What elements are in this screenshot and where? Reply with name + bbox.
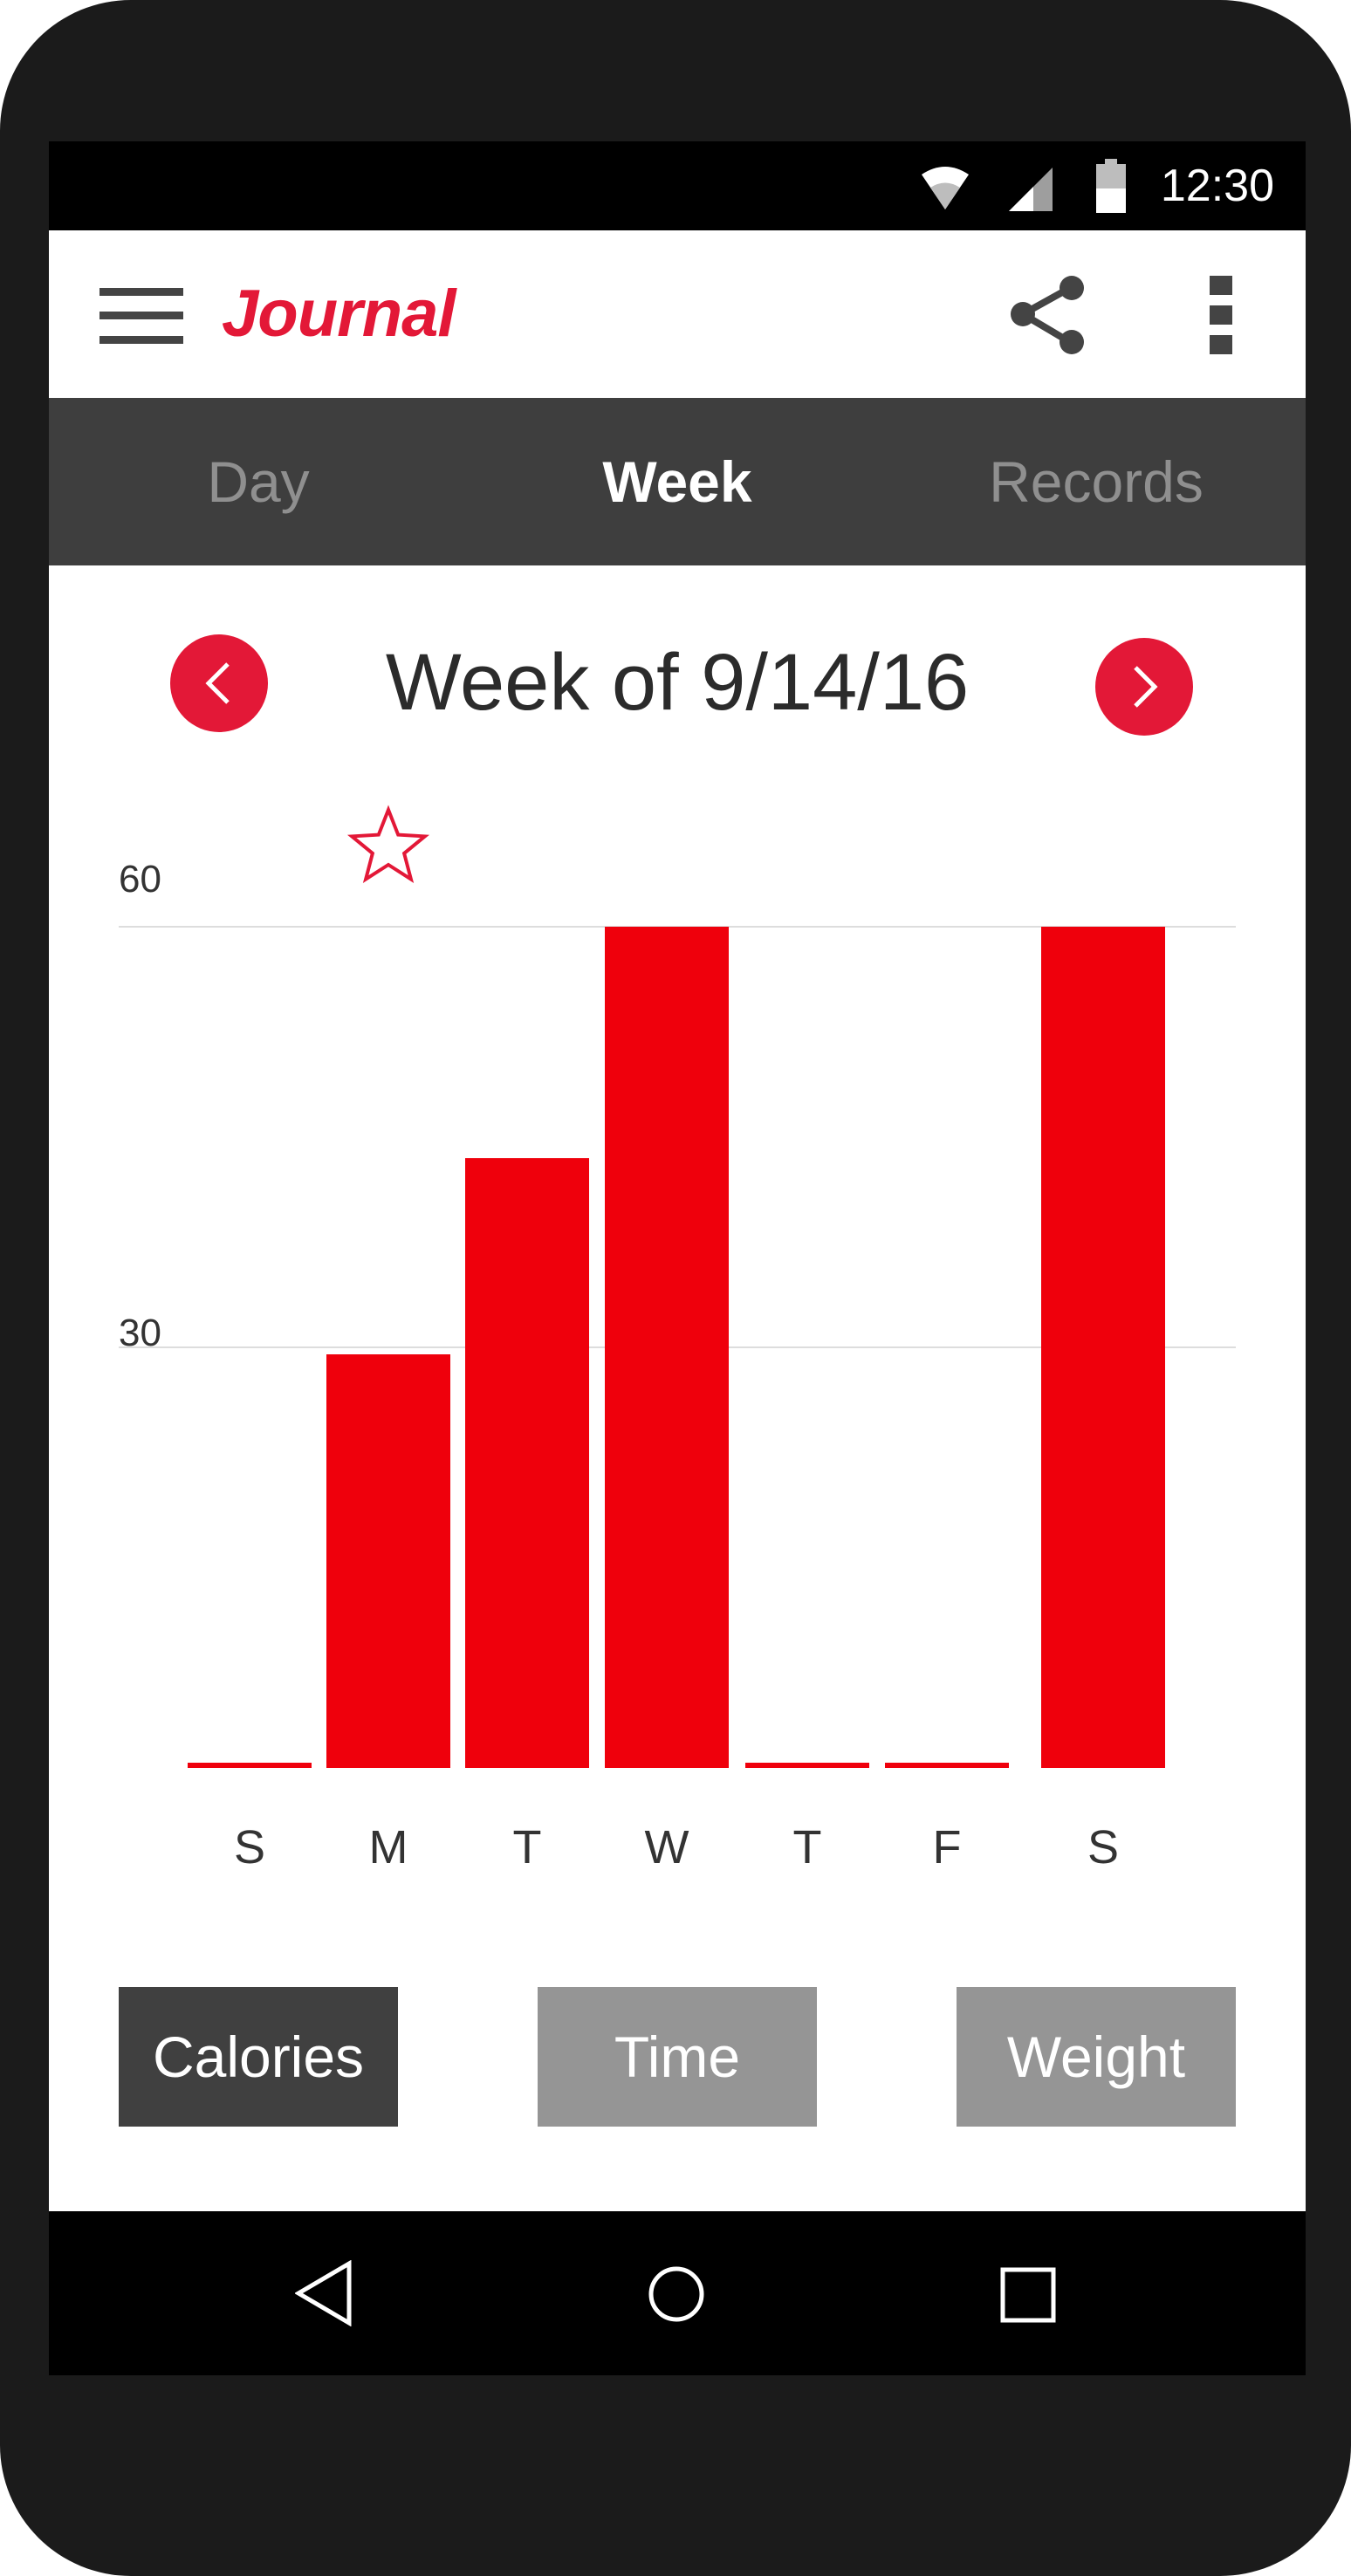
bar-1[interactable]	[326, 1354, 450, 1768]
tab-week[interactable]: Week	[602, 449, 752, 514]
previous-week-button[interactable]	[170, 634, 268, 732]
weight-button[interactable]: Weight	[957, 1987, 1236, 2127]
signal-icon	[1009, 168, 1053, 211]
bar-6[interactable]	[1041, 927, 1165, 1768]
system-nav-bar	[49, 2211, 1306, 2375]
app-bar: Journal	[49, 230, 1306, 398]
x-tick-label-4: T	[792, 1821, 822, 1874]
x-tick-label-5: F	[932, 1821, 962, 1874]
chevron-right-icon	[1134, 666, 1158, 708]
menu-icon[interactable]	[99, 288, 183, 344]
tab-bar: Day Week Records	[49, 398, 1306, 565]
more-vert-icon[interactable]	[1210, 276, 1232, 354]
status-time: 12:30	[1160, 161, 1274, 211]
back-icon[interactable]	[294, 2259, 353, 2327]
x-tick-label-6: S	[1087, 1821, 1120, 1874]
app-title: Journal	[222, 277, 456, 351]
wifi-icon	[922, 167, 969, 209]
battery-icon	[1096, 159, 1126, 213]
y-tick-label-60: 60	[119, 858, 161, 901]
bar-2[interactable]	[465, 1158, 589, 1768]
x-tick-label-0: S	[233, 1821, 266, 1874]
share-icon[interactable]	[1007, 274, 1091, 358]
bar-0[interactable]	[188, 1763, 312, 1768]
bar-3[interactable]	[605, 927, 729, 1768]
time-button[interactable]: Time	[538, 1987, 817, 2127]
next-week-button[interactable]	[1095, 638, 1193, 736]
x-tick-label-1: M	[368, 1821, 408, 1874]
screen: 12:30 Journal	[49, 141, 1306, 2375]
home-icon[interactable]	[648, 2265, 705, 2323]
bar-4[interactable]	[745, 1763, 869, 1768]
status-bar: 12:30	[49, 141, 1306, 230]
calories-button[interactable]: Calories	[119, 1987, 398, 2127]
bar-5[interactable]	[885, 1763, 1009, 1768]
week-title: Week of 9/14/16	[385, 638, 970, 727]
tab-records[interactable]: Records	[989, 449, 1204, 514]
x-tick-label-3: W	[644, 1821, 689, 1874]
weekly-bar-chart	[119, 805, 1236, 1768]
star-icon	[346, 805, 430, 884]
recents-icon[interactable]	[1000, 2267, 1056, 2323]
chevron-left-icon	[205, 662, 230, 704]
x-tick-label-2: T	[512, 1821, 542, 1874]
tab-day[interactable]: Day	[207, 449, 310, 514]
